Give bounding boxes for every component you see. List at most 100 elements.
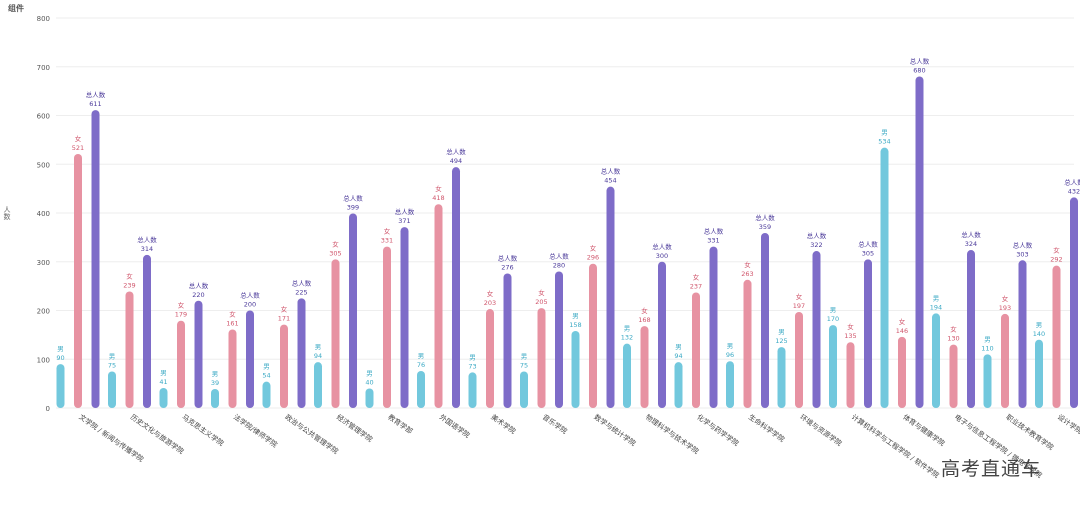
y-tick-label: 0 bbox=[46, 405, 50, 413]
bar bbox=[571, 330, 580, 408]
bars bbox=[56, 76, 1078, 409]
bar bbox=[864, 259, 872, 408]
bar-value-label: 296 bbox=[587, 254, 599, 262]
bar-value-label: 170 bbox=[827, 315, 839, 323]
bar-series-label: 总人数 bbox=[755, 213, 775, 222]
bar-series-label: 女 bbox=[1053, 246, 1060, 255]
y-tick-label: 300 bbox=[37, 259, 50, 267]
category-label: 政治与公共管理学院 bbox=[283, 412, 340, 456]
bar bbox=[417, 370, 425, 408]
bar-value-label: 305 bbox=[329, 249, 341, 257]
bar-series-label: 女 bbox=[796, 292, 803, 301]
bar bbox=[640, 326, 649, 408]
y-tick-label: 400 bbox=[37, 210, 50, 218]
bar-series-label: 女 bbox=[538, 288, 545, 297]
bar-series-label: 女 bbox=[126, 271, 133, 280]
bar-value-label: 39 bbox=[211, 379, 219, 387]
category-label: 教育学部 bbox=[386, 412, 414, 435]
bar-value-label: 534 bbox=[878, 138, 890, 146]
bar-value-label: 263 bbox=[741, 270, 753, 278]
bar-value-label: 305 bbox=[862, 249, 874, 257]
bar-series-label: 总人数 bbox=[189, 281, 209, 290]
bar-value-label: 494 bbox=[450, 157, 462, 165]
bar-series-label: 女 bbox=[281, 305, 288, 314]
bar bbox=[74, 154, 82, 408]
category-label: 外国语学院 bbox=[438, 412, 472, 439]
bar-value-label: 76 bbox=[417, 361, 425, 369]
bar-series-label: 总人数 bbox=[240, 291, 260, 300]
y-tick-label: 200 bbox=[37, 308, 50, 316]
bar-value-label: 399 bbox=[347, 203, 359, 211]
unit-label: 组件 bbox=[8, 4, 24, 13]
bar-value-label: 75 bbox=[520, 361, 528, 369]
bar-series-label: 女 bbox=[229, 310, 236, 319]
bar bbox=[177, 320, 185, 408]
bar-value-label: 371 bbox=[398, 217, 410, 225]
bar-value-label: 324 bbox=[965, 240, 977, 248]
bar bbox=[932, 313, 940, 408]
bar bbox=[262, 381, 271, 408]
bar bbox=[555, 271, 563, 408]
bar-series-label: 女 bbox=[75, 134, 82, 143]
bar-series-label: 男 bbox=[109, 352, 116, 360]
bar bbox=[537, 308, 546, 408]
bar-value-label: 303 bbox=[1016, 250, 1028, 258]
category-label: 设计学院 bbox=[1056, 412, 1080, 435]
bar-value-label: 280 bbox=[553, 262, 565, 270]
bar bbox=[761, 232, 769, 408]
bar-series-label: 总人数 bbox=[395, 207, 415, 216]
bar-value-label: 220 bbox=[192, 291, 204, 299]
bar-value-label: 314 bbox=[141, 245, 153, 253]
bar-value-label: 140 bbox=[1033, 330, 1045, 338]
bar bbox=[228, 329, 237, 408]
bar-value-label: 203 bbox=[484, 299, 496, 307]
bar-value-label: 300 bbox=[656, 252, 668, 260]
bar-series-label: 男 bbox=[881, 129, 888, 137]
bar bbox=[1001, 313, 1009, 408]
bar bbox=[452, 167, 460, 408]
bar-value-label: 432 bbox=[1068, 187, 1080, 195]
bar-value-label: 418 bbox=[432, 194, 444, 202]
bar-value-label: 322 bbox=[810, 241, 822, 249]
bar-value-label: 239 bbox=[123, 281, 135, 289]
bar bbox=[726, 361, 734, 408]
bar-series-label: 男 bbox=[315, 343, 322, 351]
bar-series-label: 总人数 bbox=[652, 242, 672, 251]
bar-value-label: 276 bbox=[501, 263, 513, 271]
bar-series-label: 女 bbox=[590, 244, 597, 253]
bar bbox=[829, 325, 837, 408]
bar-series-label: 男 bbox=[521, 352, 528, 360]
bar-series-label: 男 bbox=[984, 335, 991, 343]
category-label: 音乐学院 bbox=[541, 412, 569, 435]
bar-value-label: 40 bbox=[365, 379, 373, 387]
bar-value-label: 200 bbox=[244, 301, 256, 309]
bar bbox=[674, 362, 683, 408]
bar-value-label: 168 bbox=[638, 316, 650, 324]
bar-series-label: 总人数 bbox=[807, 231, 827, 240]
category-label: 法学院/律师学院 bbox=[232, 412, 279, 449]
category-label: 美术学院 bbox=[489, 412, 517, 435]
bar bbox=[143, 254, 151, 408]
category-label: 环境与资源学院 bbox=[798, 412, 843, 447]
bar bbox=[400, 227, 409, 408]
bar-series-label: 总人数 bbox=[1064, 177, 1080, 186]
bar-series-label: 女 bbox=[693, 272, 700, 281]
bar-value-label: 237 bbox=[690, 282, 702, 290]
bar-value-label: 179 bbox=[175, 311, 187, 319]
bar bbox=[91, 110, 100, 408]
bar-value-label: 132 bbox=[621, 334, 633, 342]
bar-series-label: 女 bbox=[487, 289, 494, 298]
bar bbox=[246, 310, 254, 408]
bar-series-label: 女 bbox=[641, 306, 648, 315]
bar bbox=[743, 279, 752, 408]
bar-value-label: 90 bbox=[56, 354, 64, 362]
bar-series-label: 女 bbox=[899, 317, 906, 326]
category-label: 体育与健康学院 bbox=[901, 412, 946, 447]
category-label: 经济管理学院 bbox=[335, 412, 375, 443]
bar-value-label: 158 bbox=[569, 321, 581, 329]
bar bbox=[1018, 260, 1027, 408]
bar bbox=[898, 336, 906, 408]
bar-series-label: 总人数 bbox=[292, 278, 312, 287]
